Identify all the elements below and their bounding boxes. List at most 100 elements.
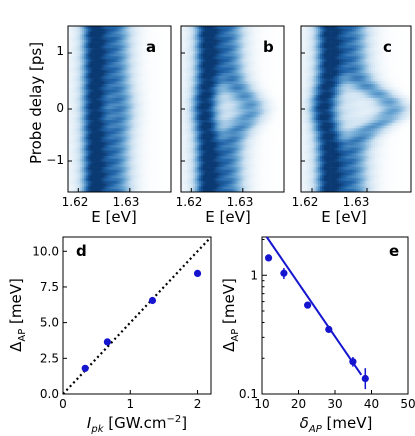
heatmap-cell bbox=[68, 172, 71, 176]
heatmap-cell bbox=[246, 61, 249, 66]
heatmap-cell bbox=[248, 45, 251, 49]
heatmap-cell bbox=[242, 73, 245, 77]
heatmap-cell bbox=[252, 78, 255, 82]
heatmap-cell bbox=[115, 175, 118, 179]
heatmap-cell bbox=[93, 86, 97, 90]
heatmap-cell bbox=[169, 147, 171, 151]
heatmap-cell bbox=[190, 53, 194, 57]
heatmap-cell bbox=[165, 103, 168, 107]
heatmap-cell bbox=[95, 26, 99, 30]
heatmap-cell bbox=[123, 178, 126, 182]
heatmap-cell bbox=[143, 84, 146, 88]
heatmap-cell bbox=[272, 75, 275, 79]
heatmap-cell bbox=[252, 111, 255, 115]
heatmap-cell bbox=[105, 186, 108, 190]
heatmap-cell bbox=[151, 125, 154, 129]
heatmap-cell bbox=[242, 48, 245, 52]
heatmap-cell bbox=[91, 26, 95, 30]
heatmap-cell bbox=[246, 34, 249, 38]
heatmap-cell bbox=[123, 161, 126, 165]
heatmap-cell bbox=[71, 31, 75, 35]
heatmap-cell bbox=[242, 70, 245, 74]
heatmap-cell bbox=[79, 95, 83, 99]
heatmap-cell bbox=[87, 95, 91, 99]
heatmap-cell bbox=[167, 81, 170, 85]
heatmap-cell bbox=[73, 34, 77, 38]
heatmap-cell bbox=[212, 89, 215, 93]
heatmap-cell bbox=[186, 31, 190, 35]
heatmap-cell bbox=[192, 73, 196, 77]
heatmap-cell bbox=[280, 39, 283, 43]
heatmap-cell bbox=[276, 109, 279, 113]
heatmap-cell bbox=[274, 37, 277, 41]
heatmap-cell bbox=[95, 161, 99, 165]
heatmap-cell bbox=[113, 172, 116, 176]
heatmap-cell bbox=[111, 48, 114, 52]
heatmap-cell bbox=[73, 84, 77, 88]
heatmap-cell bbox=[155, 158, 158, 162]
heatmap-cell bbox=[68, 73, 71, 77]
heatmap-cell bbox=[222, 26, 225, 30]
heatmap-cell bbox=[103, 73, 106, 77]
heatmap-cell bbox=[89, 117, 93, 121]
heatmap-cell bbox=[68, 164, 71, 168]
heatmap-cell bbox=[153, 70, 156, 74]
heatmap-cell bbox=[85, 95, 89, 99]
heatmap-cell bbox=[129, 84, 132, 88]
heatmap-cell bbox=[119, 189, 122, 192]
heatmap-cell bbox=[280, 100, 283, 104]
heatmap-cell bbox=[258, 114, 261, 118]
heatmap-cell bbox=[147, 48, 150, 52]
heatmap-cell bbox=[161, 111, 164, 115]
heatmap-cell bbox=[85, 109, 89, 113]
heatmap-cell bbox=[149, 26, 152, 30]
heatmap-cell bbox=[153, 34, 156, 38]
heatmap-cell bbox=[83, 128, 87, 132]
heatmap-cell bbox=[139, 175, 142, 179]
heatmap-cell bbox=[103, 59, 106, 63]
heatmap-cell bbox=[135, 59, 138, 63]
heatmap-cell bbox=[163, 75, 166, 79]
heatmap-cell bbox=[85, 59, 89, 63]
heatmap-cell bbox=[151, 95, 154, 99]
heatmap-cell bbox=[143, 42, 146, 46]
heatmap-cell bbox=[119, 153, 122, 157]
heatmap-cell bbox=[200, 39, 204, 43]
heatmap-cell bbox=[127, 86, 130, 90]
heatmap-cell bbox=[218, 61, 221, 66]
heatmap-cell bbox=[202, 78, 206, 82]
heatmap-cell bbox=[262, 31, 265, 35]
heatmap-cell bbox=[246, 106, 249, 110]
heatmap-cell bbox=[81, 70, 85, 74]
heatmap-cell bbox=[163, 136, 166, 140]
heatmap-cell bbox=[121, 122, 124, 126]
heatmap-cell bbox=[198, 109, 202, 113]
heatmap-cell bbox=[121, 42, 124, 46]
heatmap-cell bbox=[129, 26, 132, 30]
heatmap-cell bbox=[77, 172, 81, 176]
heatmap-cell bbox=[147, 81, 150, 85]
heatmap-cell bbox=[81, 106, 85, 110]
heatmap-cell bbox=[117, 156, 120, 160]
heatmap-cell bbox=[218, 114, 221, 118]
heatmap-cell bbox=[79, 70, 83, 74]
heatmap-cell bbox=[149, 70, 152, 74]
heatmap-cell bbox=[91, 97, 95, 101]
heatmap-cell bbox=[109, 158, 112, 162]
heatmap-cell bbox=[165, 147, 168, 151]
heatmap-cell bbox=[75, 136, 79, 140]
heatmap-cell bbox=[91, 34, 95, 38]
heatmap-cell bbox=[69, 117, 73, 121]
heatmap-cell bbox=[95, 128, 99, 132]
heatmap-cell bbox=[218, 50, 221, 54]
heatmap-cell bbox=[81, 89, 85, 93]
heatmap-cell bbox=[228, 45, 231, 49]
heatmap-cell bbox=[147, 167, 150, 171]
heatmap-cell bbox=[68, 153, 71, 157]
heatmap-cell bbox=[69, 186, 73, 190]
heatmap-cell bbox=[256, 59, 259, 63]
heatmap-cell bbox=[139, 81, 142, 85]
heatmap-cell bbox=[103, 180, 106, 184]
heatmap-cell bbox=[214, 100, 217, 104]
heatmap-cell bbox=[230, 106, 233, 110]
